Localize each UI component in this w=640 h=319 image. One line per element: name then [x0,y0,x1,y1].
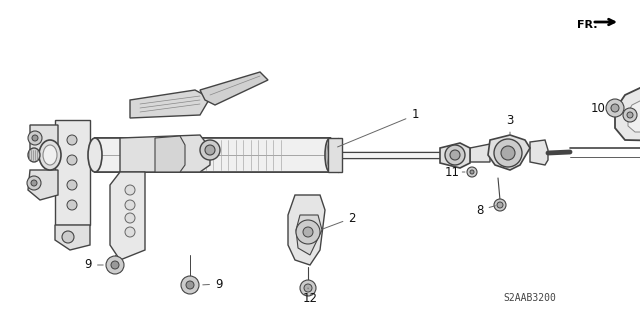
Circle shape [181,276,199,294]
Text: 9: 9 [203,278,223,291]
Circle shape [106,256,124,274]
Circle shape [450,150,460,160]
Polygon shape [30,125,58,155]
Polygon shape [488,135,530,170]
Circle shape [67,155,77,165]
Circle shape [470,170,474,174]
Text: 3: 3 [506,114,514,135]
Text: 9: 9 [84,258,103,271]
Circle shape [186,281,194,289]
Bar [95,138,330,172]
Circle shape [200,140,220,160]
Polygon shape [130,90,210,118]
Circle shape [67,180,77,190]
Circle shape [296,220,320,244]
Polygon shape [440,143,470,168]
Circle shape [67,200,77,210]
Text: 11: 11 [445,166,465,179]
Polygon shape [28,170,58,200]
Circle shape [445,145,465,165]
Polygon shape [55,225,90,250]
Polygon shape [200,72,268,105]
Polygon shape [470,144,490,162]
Circle shape [303,227,313,237]
Text: 11: 11 [0,318,1,319]
Text: 8: 8 [476,204,495,217]
Circle shape [111,261,119,269]
Text: 10: 10 [591,101,611,115]
Bar [330,152,450,158]
Circle shape [494,199,506,211]
Polygon shape [288,195,325,265]
Circle shape [611,104,619,112]
Circle shape [32,135,38,141]
Circle shape [497,202,503,208]
Polygon shape [110,172,145,260]
Ellipse shape [43,145,57,165]
Text: S2AAB3200: S2AAB3200 [504,293,556,303]
Text: 11: 11 [0,318,1,319]
Circle shape [125,200,135,210]
Polygon shape [296,215,322,255]
Polygon shape [55,120,90,225]
Circle shape [205,145,215,155]
Ellipse shape [88,138,102,172]
Polygon shape [120,135,210,172]
Text: 4: 4 [0,318,1,319]
Circle shape [67,135,77,145]
Text: 12: 12 [303,288,317,305]
Ellipse shape [327,141,333,169]
Circle shape [494,139,522,167]
Circle shape [606,99,624,117]
Circle shape [623,108,637,122]
Polygon shape [615,55,640,142]
Circle shape [501,146,515,160]
Polygon shape [155,136,185,172]
Circle shape [27,176,41,190]
Text: 5: 5 [0,318,1,319]
Circle shape [304,284,312,292]
Text: 6: 6 [0,318,1,319]
Circle shape [467,167,477,177]
Circle shape [31,180,37,186]
Polygon shape [628,68,640,132]
Circle shape [125,213,135,223]
Circle shape [300,280,316,296]
Text: 8: 8 [0,318,1,319]
Circle shape [28,131,42,145]
Circle shape [125,227,135,237]
Text: 2: 2 [323,211,356,229]
Circle shape [62,231,74,243]
Polygon shape [530,140,548,165]
Ellipse shape [325,138,335,172]
Text: 1: 1 [337,108,419,147]
Ellipse shape [28,148,40,162]
Ellipse shape [39,140,61,170]
Bar [328,138,342,172]
Circle shape [627,112,633,118]
Text: FR.: FR. [577,20,598,30]
Circle shape [125,185,135,195]
